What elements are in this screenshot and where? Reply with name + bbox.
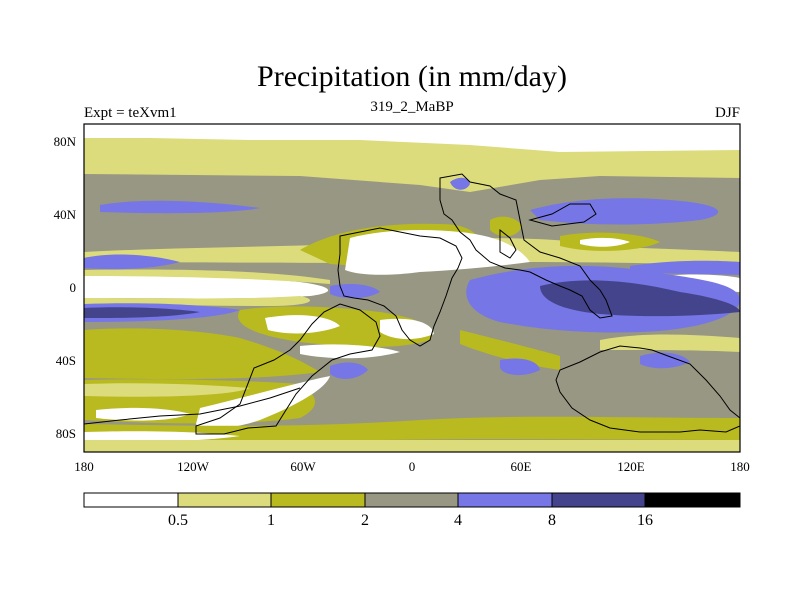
precipitation-field: [84, 124, 740, 452]
lat-tick-label: 80S: [56, 426, 76, 441]
lat-tick-label: 80N: [54, 134, 77, 149]
colorbar: 0.5 1 2 4 8 16: [83, 492, 741, 529]
season-label: DJF: [715, 105, 740, 121]
coastline-arabia: [499, 228, 517, 259]
colorbar-bin: [458, 493, 552, 507]
lon-tick-label: 180: [730, 459, 750, 474]
lon-ticks: 180 120W 60W 0 60E 120E 180: [74, 459, 750, 474]
colorbar-bin: [645, 493, 740, 507]
coastline-eurasia: [439, 173, 613, 319]
lon-tick-label: 120E: [617, 459, 645, 474]
lon-tick-label: 0: [409, 459, 416, 474]
colorbar-bin: [271, 493, 365, 507]
colorbar-bin: [365, 493, 458, 507]
experiment-label: Expt = teXvm1: [84, 105, 177, 121]
lat-tick-label: 40S: [56, 353, 76, 368]
lon-tick-label: 60E: [511, 459, 532, 474]
colorbar-label: 16: [637, 512, 653, 529]
colorbar-bin: [178, 493, 271, 507]
colorbar-label: 8: [548, 512, 556, 529]
map-frame: [83, 123, 741, 453]
coastlines: [84, 173, 740, 435]
coastline-africa: [337, 227, 463, 347]
lat-tick-label: 40N: [54, 207, 77, 222]
period-label: 319_2_MaBP: [370, 99, 453, 115]
colorbar-label: 0.5: [168, 512, 188, 529]
colorbar-label: 4: [454, 512, 462, 529]
lat-ticks: 80N 40N 0 40S 80S: [54, 134, 77, 441]
coastline-south-america: [195, 303, 381, 435]
lon-tick-label: 60W: [290, 459, 316, 474]
colorbar-label: 2: [361, 512, 369, 529]
colorbar-bin: [552, 493, 645, 507]
coastline-inland-sea: [528, 203, 597, 227]
coastline-antarctica: [84, 387, 301, 425]
colorbar-dividers: [177, 493, 646, 507]
colorbar-bin: [84, 493, 178, 507]
lon-tick-label: 120W: [177, 459, 210, 474]
colorbar-label: 1: [267, 512, 275, 529]
plot-title: Precipitation (in mm/day): [257, 60, 567, 93]
lat-tick-label: 0: [70, 280, 77, 295]
colorbar-frame: [83, 492, 741, 508]
coastline-australia: [555, 345, 740, 433]
lon-tick-label: 180: [74, 459, 94, 474]
